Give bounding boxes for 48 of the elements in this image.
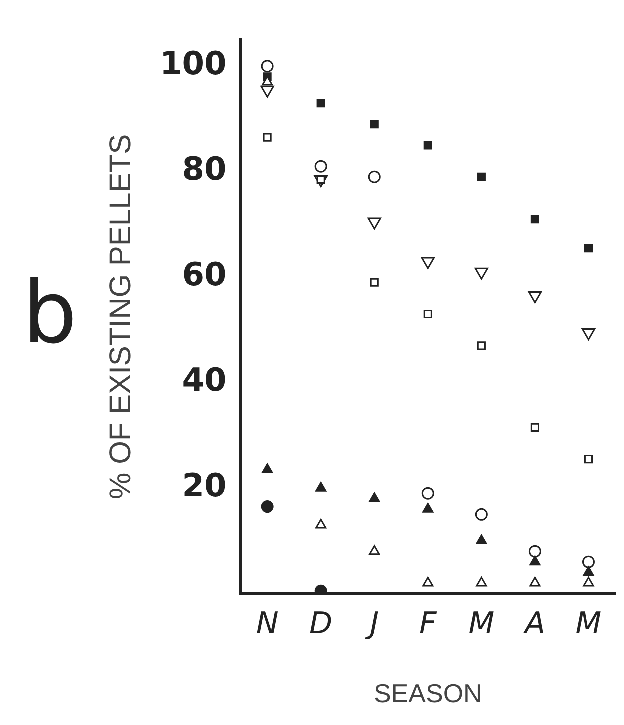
point bbox=[369, 545, 380, 556]
point bbox=[477, 172, 486, 182]
text: b bbox=[22, 263, 78, 364]
y-tick-label: 20 bbox=[182, 466, 227, 505]
point bbox=[370, 120, 379, 129]
point bbox=[530, 215, 540, 224]
y-axis-title: % OF EXISTING PELLETS bbox=[104, 134, 138, 500]
point bbox=[316, 482, 327, 492]
point bbox=[582, 556, 595, 568]
point bbox=[368, 170, 381, 184]
point bbox=[316, 99, 326, 108]
point bbox=[263, 133, 272, 142]
point bbox=[530, 577, 541, 587]
point bbox=[422, 503, 434, 513]
point bbox=[528, 545, 542, 558]
point bbox=[422, 577, 434, 587]
point bbox=[475, 508, 488, 521]
x-tick-label: N bbox=[256, 606, 279, 642]
y-tick-label: 40 bbox=[182, 361, 227, 400]
y-tick-label: 60 bbox=[182, 256, 227, 294]
point bbox=[424, 310, 432, 319]
point bbox=[477, 342, 486, 350]
y-tick-label: 80 bbox=[182, 150, 227, 188]
x-axis-title: SEASON bbox=[374, 678, 482, 709]
point bbox=[262, 464, 274, 474]
point bbox=[261, 500, 274, 514]
x-tick-label: D bbox=[310, 606, 333, 642]
point bbox=[584, 455, 594, 464]
point bbox=[584, 244, 594, 253]
point bbox=[424, 141, 432, 150]
point bbox=[316, 518, 327, 529]
point bbox=[476, 534, 488, 545]
point bbox=[370, 278, 379, 287]
point bbox=[422, 487, 434, 500]
point bbox=[530, 423, 540, 432]
point bbox=[583, 566, 594, 576]
point bbox=[369, 492, 380, 502]
x-tick-label: J bbox=[365, 606, 380, 642]
point bbox=[261, 60, 274, 73]
x-tick-label: A bbox=[522, 606, 546, 642]
x-tick-label: M bbox=[468, 606, 495, 642]
y-tick-label: 100 bbox=[160, 44, 227, 83]
point bbox=[314, 160, 328, 173]
x-tick-label: F bbox=[420, 606, 438, 642]
point bbox=[583, 577, 594, 587]
point bbox=[476, 577, 488, 587]
point bbox=[530, 556, 541, 566]
x-tick-label: M bbox=[576, 606, 602, 642]
